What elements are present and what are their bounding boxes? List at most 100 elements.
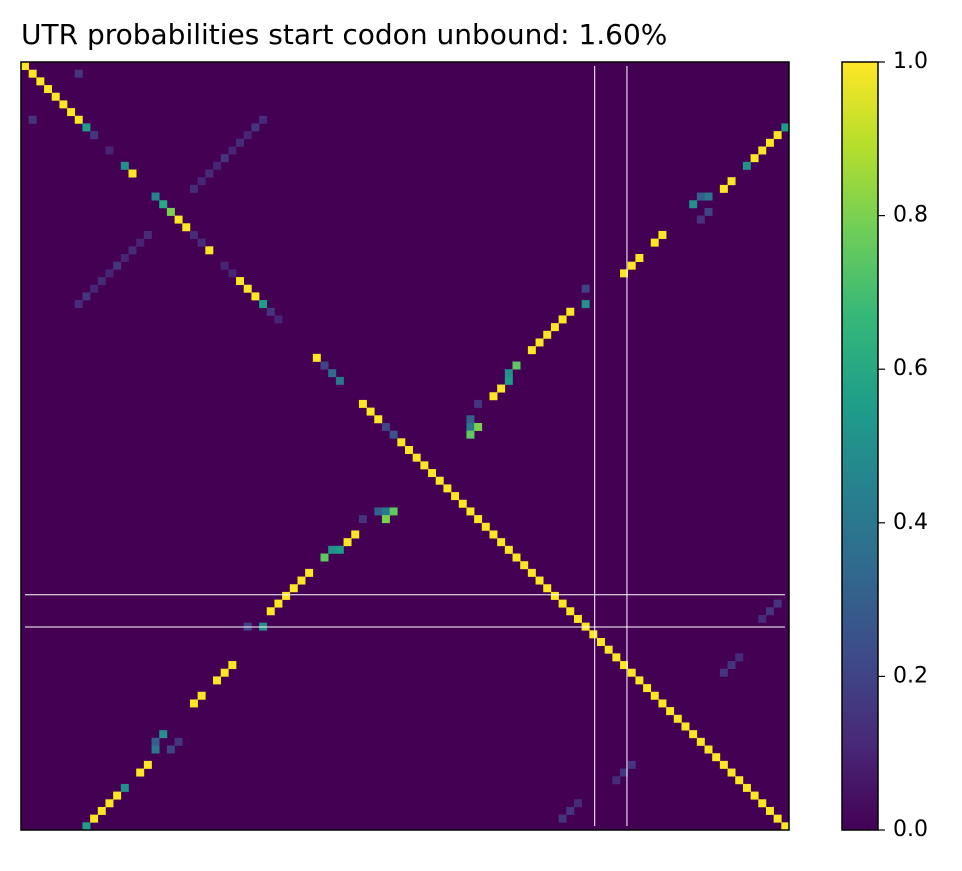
cell: [36, 77, 45, 86]
colorbar-tick-label: 0.0: [893, 817, 928, 842]
cell: [136, 768, 145, 777]
cell: [635, 676, 644, 685]
cell: [90, 814, 99, 823]
cell: [520, 561, 529, 570]
cell: [366, 407, 375, 416]
cell: [735, 653, 744, 662]
cell: [489, 530, 498, 539]
cell: [466, 422, 475, 431]
colorbar: [841, 61, 879, 831]
cell: [627, 668, 636, 677]
cell: [113, 261, 122, 270]
cell: [550, 591, 559, 600]
cell: [90, 284, 99, 293]
cell: [458, 499, 467, 508]
cell: [773, 599, 782, 608]
cell: [128, 246, 137, 255]
chart-title: UTR probabilities start codon unbound: 1…: [21, 18, 667, 51]
cell: [620, 269, 629, 278]
cell: [82, 123, 91, 132]
cell: [97, 138, 106, 147]
cell: [474, 515, 483, 524]
cell: [274, 315, 283, 324]
cell: [97, 806, 106, 815]
cell: [719, 760, 728, 769]
cell: [405, 446, 413, 454]
cell: [727, 177, 736, 186]
cell: [251, 292, 260, 301]
cell: [120, 254, 129, 262]
cell: [481, 522, 490, 531]
cell: [735, 776, 744, 785]
colorbar-tick-label: 1.0: [893, 49, 928, 74]
cell: [558, 315, 567, 324]
cell: [274, 599, 283, 608]
cell: [289, 584, 298, 593]
cell: [589, 630, 598, 639]
cell: [566, 607, 575, 616]
cell: [128, 169, 137, 178]
cell: [758, 799, 767, 808]
cell: [397, 438, 406, 447]
cell: [343, 384, 352, 393]
plot-frame: [20, 61, 790, 831]
cell: [44, 85, 53, 94]
cell: [243, 284, 252, 293]
cell: [374, 507, 383, 516]
cell: [696, 192, 705, 201]
cell: [727, 661, 736, 670]
cell: [120, 161, 129, 170]
cell: [213, 254, 221, 262]
cell: [719, 668, 728, 677]
cell: [243, 131, 252, 140]
cell: [435, 476, 444, 485]
cell: [627, 261, 636, 270]
cell: [389, 507, 398, 516]
cell: [765, 806, 774, 815]
colorbar-tick-label: 0.6: [893, 356, 928, 381]
cell: [105, 146, 114, 155]
cell: [550, 323, 559, 332]
cell: [82, 292, 91, 301]
cell: [781, 123, 790, 132]
cell: [328, 369, 337, 378]
cell: [512, 553, 521, 562]
cell: [742, 783, 751, 792]
cell: [704, 207, 713, 216]
cell: [604, 645, 613, 654]
cell: [105, 799, 114, 808]
cell: [573, 614, 582, 623]
cell: [251, 123, 260, 132]
cell: [197, 691, 206, 700]
cell: [297, 576, 306, 585]
cell: [689, 730, 698, 739]
cell: [143, 184, 152, 193]
cell: [489, 392, 498, 401]
cell: [220, 261, 229, 270]
cell: [159, 200, 168, 209]
cell: [197, 177, 206, 186]
cell: [451, 492, 460, 501]
cell: [474, 399, 483, 408]
cell: [558, 599, 567, 608]
cell: [658, 230, 667, 239]
cell: [28, 69, 37, 78]
cell: [189, 184, 198, 193]
cell: [197, 238, 206, 247]
cell: [312, 353, 321, 362]
cell: [97, 277, 106, 286]
cell: [228, 269, 237, 278]
cell: [666, 707, 675, 716]
cell: [689, 200, 698, 209]
cell: [535, 576, 544, 585]
cell: [174, 737, 183, 746]
cell: [266, 607, 275, 616]
cell: [635, 254, 644, 262]
cell: [581, 284, 590, 293]
cell: [381, 422, 390, 431]
cell: [443, 484, 452, 493]
cell: [543, 584, 552, 593]
cell: [205, 169, 214, 178]
cell: [174, 215, 183, 224]
cell: [358, 399, 367, 408]
